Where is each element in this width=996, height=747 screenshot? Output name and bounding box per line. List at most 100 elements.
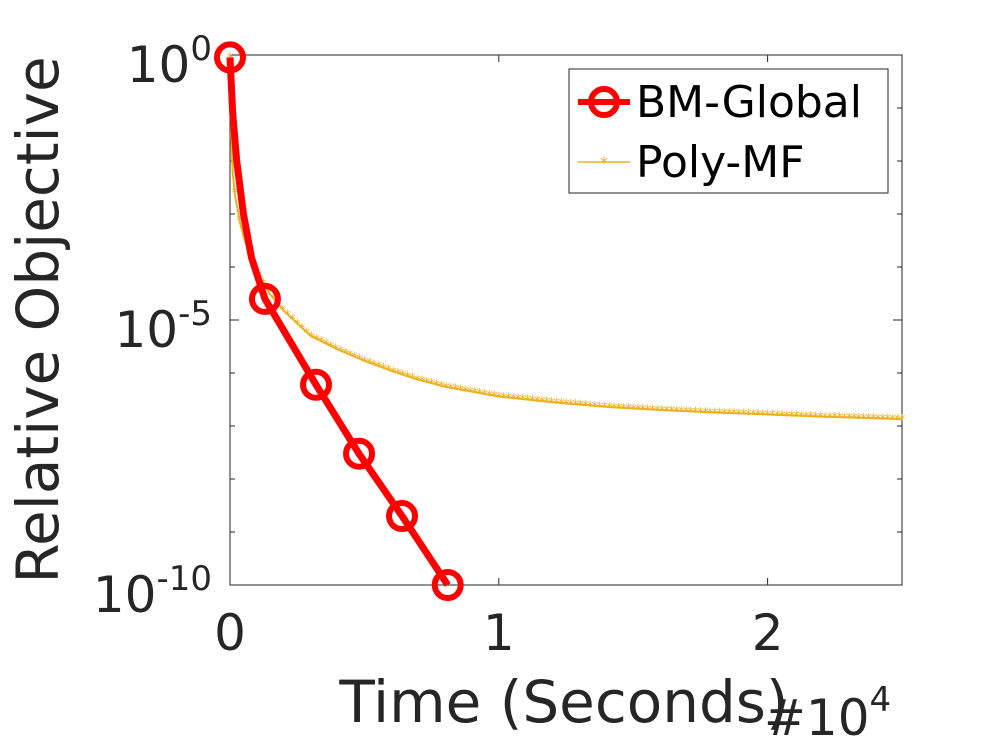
data-point-poly-mf: * (596, 400, 603, 415)
data-point-poly-mf: * (606, 401, 613, 416)
data-point-poly-mf: * (356, 353, 363, 368)
data-point-poly-mf: * (366, 357, 373, 372)
data-point-poly-mf: * (779, 409, 786, 424)
data-point-poly-mf: * (726, 407, 733, 422)
data-point-poly-mf: * (342, 347, 349, 362)
data-point-poly-mf: * (376, 360, 383, 375)
data-point-poly-mf: * (851, 412, 858, 427)
data-point-bm-global (386, 500, 419, 533)
data-point-poly-mf: * (409, 372, 416, 387)
data-point-poly-mf: * (486, 389, 493, 404)
data-point-poly-mf: * (620, 402, 627, 417)
data-point-poly-mf: * (337, 345, 344, 360)
data-point-bm-global (431, 569, 464, 601)
data-point-poly-mf: * (534, 395, 541, 410)
data-point-poly-mf: * (428, 377, 435, 392)
data-point-poly-mf: * (558, 397, 565, 412)
data-point-poly-mf: * (803, 410, 810, 425)
data-point-poly-mf: * (424, 376, 431, 391)
data-point-poly-mf: * (371, 358, 378, 373)
data-point-poly-mf: * (433, 378, 440, 393)
data-point-poly-mf: * (731, 407, 738, 422)
data-point-poly-mf: * (697, 406, 704, 421)
data-point-poly-mf: * (668, 405, 675, 420)
data-point-poly-mf: * (784, 409, 791, 424)
data-point-poly-mf: * (294, 317, 301, 332)
data-point-poly-mf: * (846, 412, 853, 427)
data-point-poly-mf: * (457, 384, 464, 399)
data-point-poly-mf: * (592, 400, 599, 415)
data-point-poly-mf: * (760, 408, 767, 423)
data-point-poly-mf: * (510, 392, 517, 407)
data-point-poly-mf: * (808, 410, 815, 425)
data-point-poly-mf: * (880, 413, 887, 428)
data-point-poly-mf: * (232, 187, 239, 202)
data-point-poly-mf: * (404, 370, 411, 385)
data-point-poly-mf: * (313, 333, 320, 348)
data-point-poly-mf: * (332, 342, 339, 357)
series-line-poly-mf (229, 57, 903, 421)
data-point-poly-mf: * (827, 411, 834, 426)
data-point-poly-mf: * (812, 410, 819, 425)
data-point-poly-mf: * (419, 375, 426, 390)
data-point-poly-mf: * (630, 402, 637, 417)
data-point-poly-mf: * (361, 355, 368, 370)
data-point-poly-mf: * (577, 399, 584, 414)
data-point-poly-mf: * (572, 398, 579, 413)
data-point-poly-mf: * (476, 387, 483, 402)
data-point-poly-mf: * (625, 402, 632, 417)
data-point-bm-global (214, 41, 246, 74)
data-point-poly-mf: * (308, 330, 315, 345)
data-point-poly-mf: * (692, 406, 699, 421)
legend-label-poly-mf: Poly-MF (636, 137, 805, 188)
data-point-poly-mf: * (443, 381, 450, 396)
data-point-poly-mf: * (649, 404, 656, 419)
data-point-poly-mf: * (745, 408, 752, 423)
data-point-poly-mf: * (587, 399, 594, 414)
data-point-poly-mf: * (544, 396, 551, 411)
x-tick-label: 0 (214, 604, 246, 662)
data-point-poly-mf: * (299, 322, 306, 337)
data-point-poly-mf: * (635, 403, 642, 418)
data-point-poly-mf: * (611, 401, 618, 416)
data-point-poly-mf: * (764, 408, 771, 423)
data-point-poly-mf: * (875, 412, 882, 427)
data-point-poly-mf: * (505, 392, 512, 407)
data-point-poly-mf: * (644, 403, 651, 418)
data-point-poly-mf: * (788, 409, 795, 424)
data-point-poly-mf: * (304, 326, 311, 341)
data-point-poly-mf: * (750, 408, 757, 423)
legend-box (568, 68, 889, 194)
series-layer: ****************************************… (214, 41, 906, 601)
data-point-poly-mf: * (688, 405, 695, 420)
x-tick-label: 2 (752, 604, 784, 662)
data-point-poly-mf: * (899, 413, 906, 428)
data-point-poly-mf: * (352, 351, 359, 366)
data-point-poly-mf: * (462, 384, 469, 399)
data-point-poly-mf: * (390, 365, 397, 380)
data-point-poly-mf: * (664, 404, 671, 419)
x-tick-label: 1 (483, 604, 515, 662)
data-point-poly-mf: * (568, 398, 575, 413)
data-point-poly-mf: * (889, 413, 896, 428)
data-point-poly-mf: * (817, 411, 824, 426)
data-point-poly-mf: * (798, 410, 805, 425)
data-point-poly-mf: * (236, 214, 243, 229)
data-point-poly-mf: * (894, 413, 901, 428)
data-point-poly-mf: * (673, 405, 680, 420)
data-point-poly-mf: * (467, 385, 474, 400)
y-tick-label: 100 (127, 29, 212, 94)
data-point-poly-mf: * (678, 405, 685, 420)
data-point-poly-mf: * (481, 388, 488, 403)
data-point-poly-mf: * (654, 404, 661, 419)
data-point-poly-mf: * (836, 411, 843, 426)
data-point-poly-mf: * (347, 349, 354, 364)
data-point-poly-mf: * (707, 406, 714, 421)
data-point-poly-mf: * (318, 335, 325, 350)
data-point-poly-mf: * (548, 396, 555, 411)
data-point-poly-mf: * (563, 397, 570, 412)
data-point-poly-mf: * (721, 407, 728, 422)
data-point-poly-mf: * (452, 383, 459, 398)
legend-label-bm-global: BM-Global (636, 77, 862, 128)
series-line-bm-global (226, 57, 451, 587)
